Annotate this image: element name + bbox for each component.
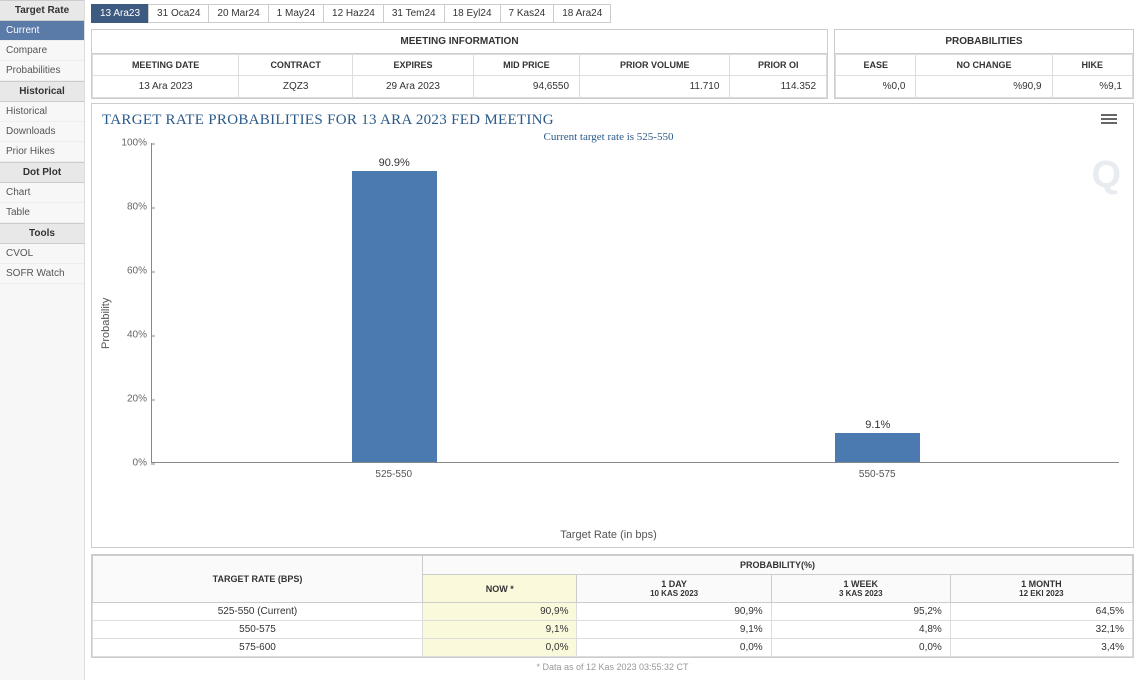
meeting-cell: 13 Ara 2023: [93, 76, 239, 98]
tab-13ara23[interactable]: 13 Ara23: [91, 4, 149, 23]
sidebar-item-compare[interactable]: Compare: [0, 41, 84, 61]
meeting-col-header: PRIOR OI: [730, 55, 827, 76]
sidebar-section-header: Historical: [0, 81, 84, 102]
bar-550-575[interactable]: 9.1%: [835, 419, 920, 462]
bar-value-label: 9.1%: [865, 419, 890, 431]
chart-x-label: Target Rate (in bps): [98, 529, 1119, 541]
meeting-cell: 114.352: [730, 76, 827, 98]
period-header: 1 DAY10 KAS 2023: [577, 575, 771, 603]
meeting-col-header: EXPIRES: [353, 55, 474, 76]
probabilities-title: PROBABILITIES: [835, 30, 1133, 54]
prob-cell: %9,1: [1052, 76, 1132, 98]
ytick: 0%: [133, 458, 147, 469]
meeting-col-header: PRIOR VOLUME: [580, 55, 730, 76]
footer-note: * Data as of 12 Kas 2023 03:55:32 CT: [91, 658, 1134, 676]
prob-cell: %90,9: [916, 76, 1052, 98]
sidebar-item-prior-hikes[interactable]: Prior Hikes: [0, 142, 84, 162]
sidebar-item-chart[interactable]: Chart: [0, 183, 84, 203]
prob-col-header: HIKE: [1052, 55, 1132, 76]
chart-title: TARGET RATE PROBABILITIES FOR 13 ARA 202…: [98, 110, 554, 129]
prob-col-header: NO CHANGE: [916, 55, 1052, 76]
chart-plot: 90.9%525-5509.1%550-575: [152, 143, 1119, 463]
sidebar-item-cvol[interactable]: CVOL: [0, 244, 84, 264]
ytick: 100%: [121, 138, 147, 149]
tab-18eyl24[interactable]: 18 Eyl24: [444, 4, 501, 23]
prob-value: 9,1%: [423, 621, 577, 639]
bar-value-label: 90.9%: [379, 157, 410, 169]
meeting-cell: 11.710: [580, 76, 730, 98]
tab-20mar24[interactable]: 20 Mar24: [208, 4, 268, 23]
meeting-cell: ZQZ3: [239, 76, 353, 98]
tab-1may24[interactable]: 1 May24: [268, 4, 324, 23]
tab-12haz24[interactable]: 12 Haz24: [323, 4, 384, 23]
chart-menu-icon[interactable]: [1099, 110, 1119, 128]
prob-value: 9,1%: [577, 621, 771, 639]
meeting-info-panel: MEETING INFORMATION MEETING DATECONTRACT…: [91, 29, 828, 99]
prob-cell: %0,0: [836, 76, 916, 98]
rate-label: 575-600: [93, 639, 423, 657]
chart-subtitle: Current target rate is 525-550: [98, 131, 1119, 143]
ytick: 20%: [127, 394, 147, 405]
rate-label: 525-550 (Current): [93, 603, 423, 621]
bar-rect: [835, 433, 920, 462]
meeting-col-header: MEETING DATE: [93, 55, 239, 76]
prob-col-header: EASE: [836, 55, 916, 76]
prob-value: 64,5%: [950, 603, 1132, 621]
xtick-label: 525-550: [375, 469, 412, 480]
date-tabs: 13 Ara2331 Oca2420 Mar241 May2412 Haz243…: [91, 4, 1134, 23]
period-header: 1 WEEK3 KAS 2023: [771, 575, 950, 603]
prob-value: 95,2%: [771, 603, 950, 621]
chart-y-axis: 0%20%40%60%80%100%: [114, 143, 152, 463]
sidebar-section-header: Target Rate: [0, 0, 84, 21]
prob-value: 3,4%: [950, 639, 1132, 657]
chart-y-label: Probability: [98, 143, 114, 503]
prob-value: 0,0%: [423, 639, 577, 657]
sidebar-item-probabilities[interactable]: Probabilities: [0, 61, 84, 81]
ytick: 40%: [127, 330, 147, 341]
sidebar-section-header: Tools: [0, 223, 84, 244]
prob-value: 4,8%: [771, 621, 950, 639]
ytick: 80%: [127, 202, 147, 213]
tab-18ara24[interactable]: 18 Ara24: [553, 4, 611, 23]
rate-label: 550-575: [93, 621, 423, 639]
xtick-label: 550-575: [859, 469, 896, 480]
sidebar-item-table[interactable]: Table: [0, 203, 84, 223]
prob-pct-header: PROBABILITY(%): [423, 556, 1133, 575]
period-header: 1 MONTH12 EKI 2023: [950, 575, 1132, 603]
prob-value: 0,0%: [577, 639, 771, 657]
sidebar-item-historical[interactable]: Historical: [0, 102, 84, 122]
probabilities-panel: PROBABILITIES EASENO CHANGEHIKE %0,0%90,9…: [834, 29, 1134, 99]
bar-525-550[interactable]: 90.9%: [352, 157, 437, 462]
tab-31tem24[interactable]: 31 Tem24: [383, 4, 445, 23]
prob-value: 0,0%: [771, 639, 950, 657]
bar-rect: [352, 171, 437, 462]
sidebar-item-current[interactable]: Current: [0, 21, 84, 41]
rate-header: TARGET RATE (BPS): [93, 556, 423, 603]
prob-value: 90,9%: [577, 603, 771, 621]
probability-table-panel: TARGET RATE (BPS)PROBABILITY(%)NOW *1 DA…: [91, 554, 1134, 658]
meeting-col-header: CONTRACT: [239, 55, 353, 76]
tab-7kas24[interactable]: 7 Kas24: [500, 4, 555, 23]
meeting-info-title: MEETING INFORMATION: [92, 30, 827, 54]
sidebar-section-header: Dot Plot: [0, 162, 84, 183]
period-header: NOW *: [423, 575, 577, 603]
prob-value: 90,9%: [423, 603, 577, 621]
sidebar-item-downloads[interactable]: Downloads: [0, 122, 84, 142]
meeting-cell: 29 Ara 2023: [353, 76, 474, 98]
prob-value: 32,1%: [950, 621, 1132, 639]
sidebar-item-sofr-watch[interactable]: SOFR Watch: [0, 264, 84, 284]
main-content: 13 Ara2331 Oca2420 Mar241 May2412 Haz243…: [85, 0, 1140, 680]
chart-panel: TARGET RATE PROBABILITIES FOR 13 ARA 202…: [91, 103, 1134, 548]
sidebar: Target RateCurrentCompareProbabilitiesHi…: [0, 0, 85, 680]
meeting-cell: 94,6550: [473, 76, 579, 98]
meeting-col-header: MID PRICE: [473, 55, 579, 76]
tab-31oca24[interactable]: 31 Oca24: [148, 4, 209, 23]
ytick: 60%: [127, 266, 147, 277]
